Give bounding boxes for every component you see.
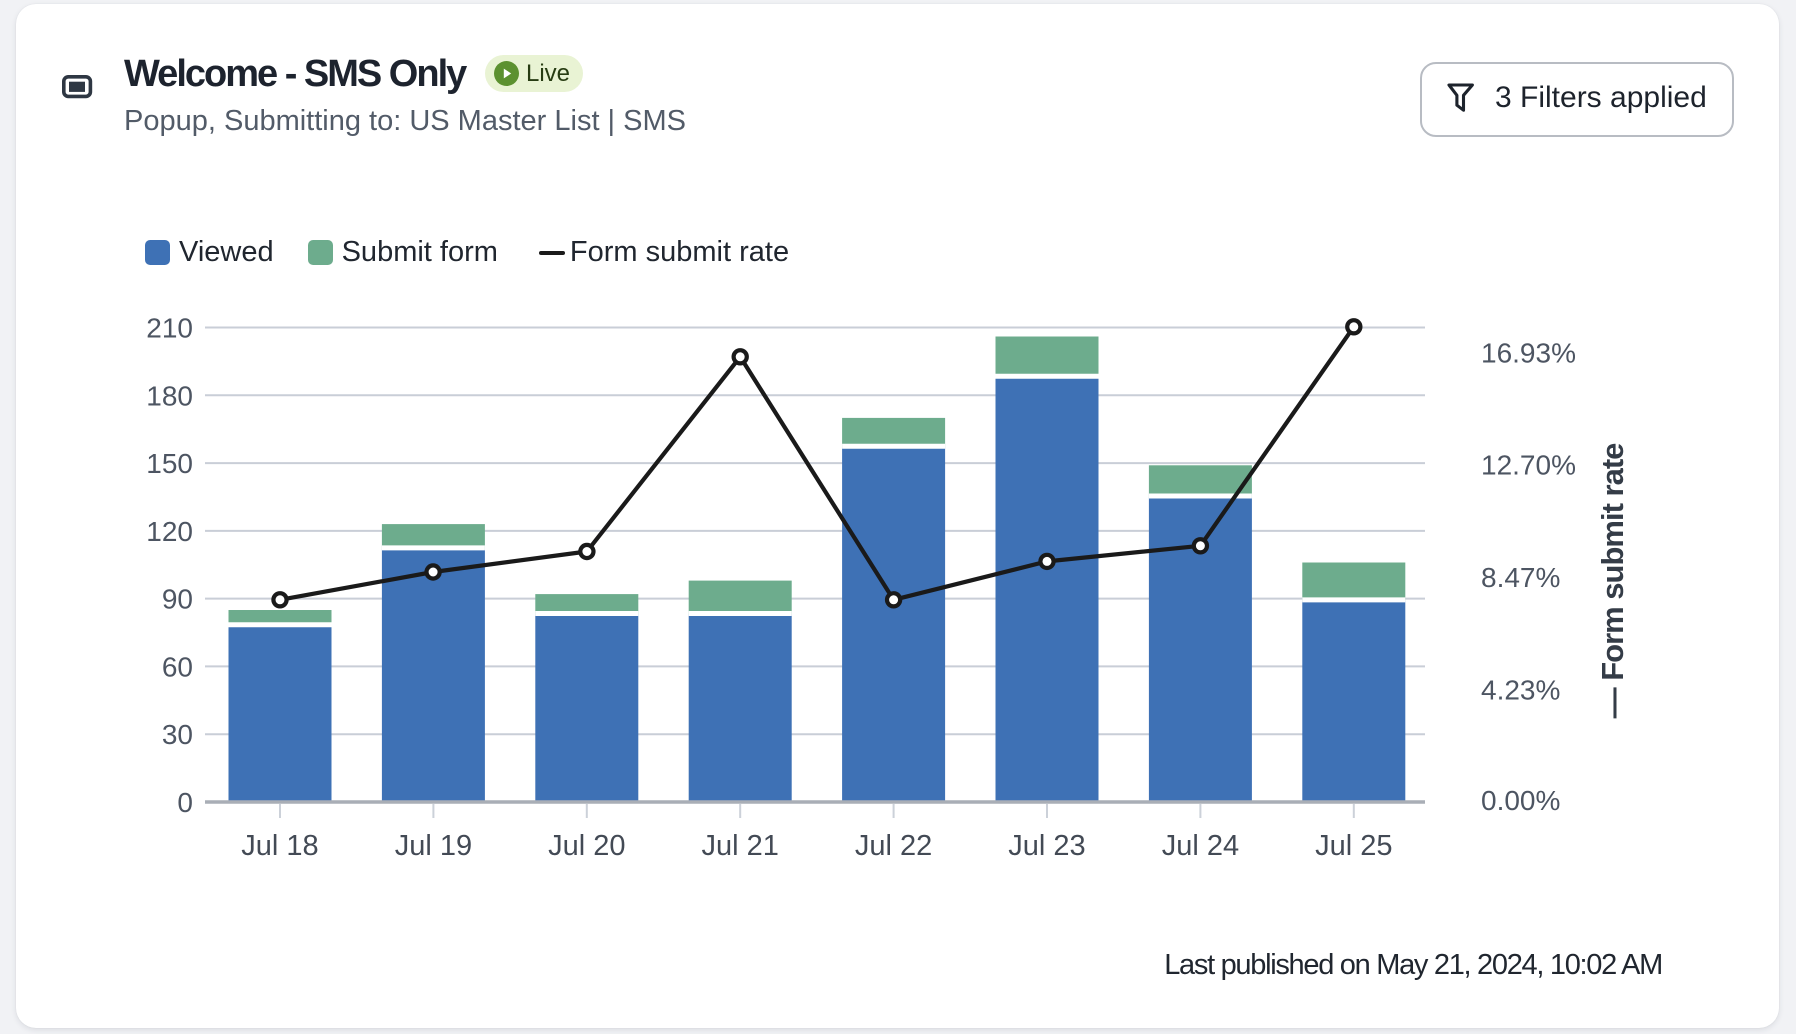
svg-text:Jul 24: Jul 24 xyxy=(1162,830,1239,862)
svg-text:Jul 25: Jul 25 xyxy=(1315,830,1392,862)
svg-text:Jul 23: Jul 23 xyxy=(1008,830,1085,862)
svg-text:16.93%: 16.93% xyxy=(1481,338,1576,369)
svg-text:90: 90 xyxy=(162,584,193,615)
svg-text:8.47%: 8.47% xyxy=(1481,562,1560,593)
svg-text:30: 30 xyxy=(162,719,193,750)
svg-text:Jul 21: Jul 21 xyxy=(702,830,779,862)
svg-text:120: 120 xyxy=(146,516,193,547)
svg-text:150: 150 xyxy=(146,448,193,479)
svg-text:4.23%: 4.23% xyxy=(1481,675,1560,706)
svg-text:Jul 22: Jul 22 xyxy=(855,830,932,862)
svg-text:60: 60 xyxy=(162,651,193,682)
svg-text:Jul 18: Jul 18 xyxy=(241,830,318,862)
svg-text:— Form submit rate: — Form submit rate xyxy=(1595,443,1630,719)
svg-text:180: 180 xyxy=(146,380,193,411)
svg-text:12.70%: 12.70% xyxy=(1481,450,1576,481)
svg-text:210: 210 xyxy=(146,313,193,344)
svg-text:0.00%: 0.00% xyxy=(1481,785,1560,816)
svg-text:Jul 20: Jul 20 xyxy=(548,830,625,862)
svg-text:Jul 19: Jul 19 xyxy=(395,830,472,862)
svg-text:0: 0 xyxy=(177,787,193,818)
